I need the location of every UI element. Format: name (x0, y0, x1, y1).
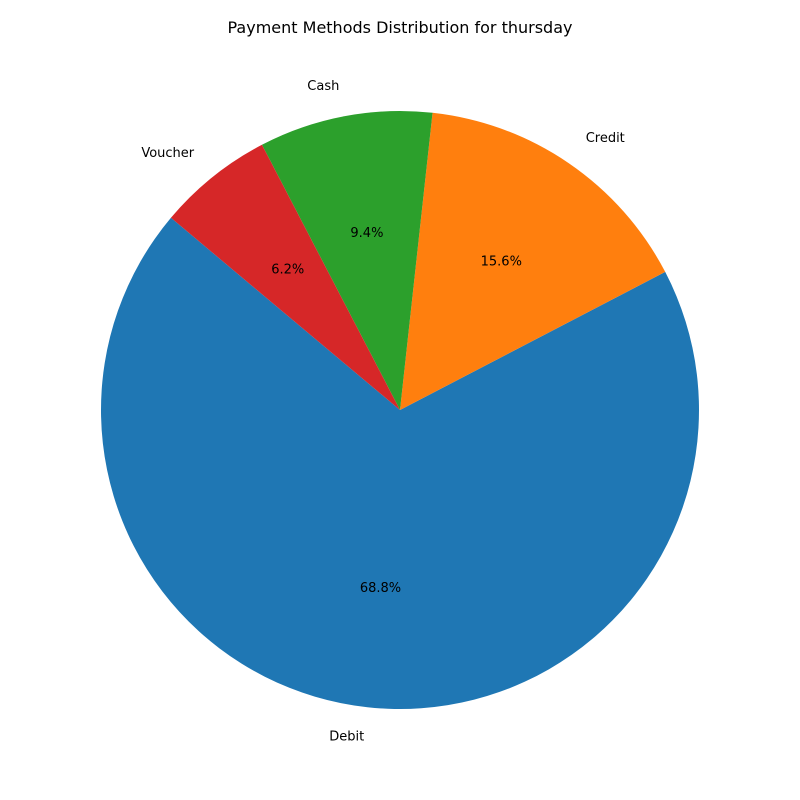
pie-slice-cash (261, 111, 433, 410)
pie-slice-credit (400, 112, 666, 410)
pie-slice-debit (100, 217, 699, 710)
pie-slices (100, 111, 699, 710)
slice-label-cash: Cash (307, 79, 339, 94)
slice-percent-debit: 68.8% (360, 581, 401, 596)
pie-labels: Debit 68.8% Credit 15.6% Cash 9.4% Voucher 6.2% (141, 79, 624, 744)
chart-title: Payment Methods Distribution for thursda… (228, 18, 573, 37)
slice-percent-cash: 9.4% (350, 226, 383, 241)
slice-label-voucher: Voucher (141, 146, 194, 161)
slice-label-credit: Credit (586, 131, 625, 146)
pie-slice-voucher (170, 144, 400, 411)
slice-label-debit: Debit (329, 729, 364, 744)
slice-percent-credit: 15.6% (481, 254, 522, 269)
slice-percent-voucher: 6.2% (271, 263, 304, 278)
